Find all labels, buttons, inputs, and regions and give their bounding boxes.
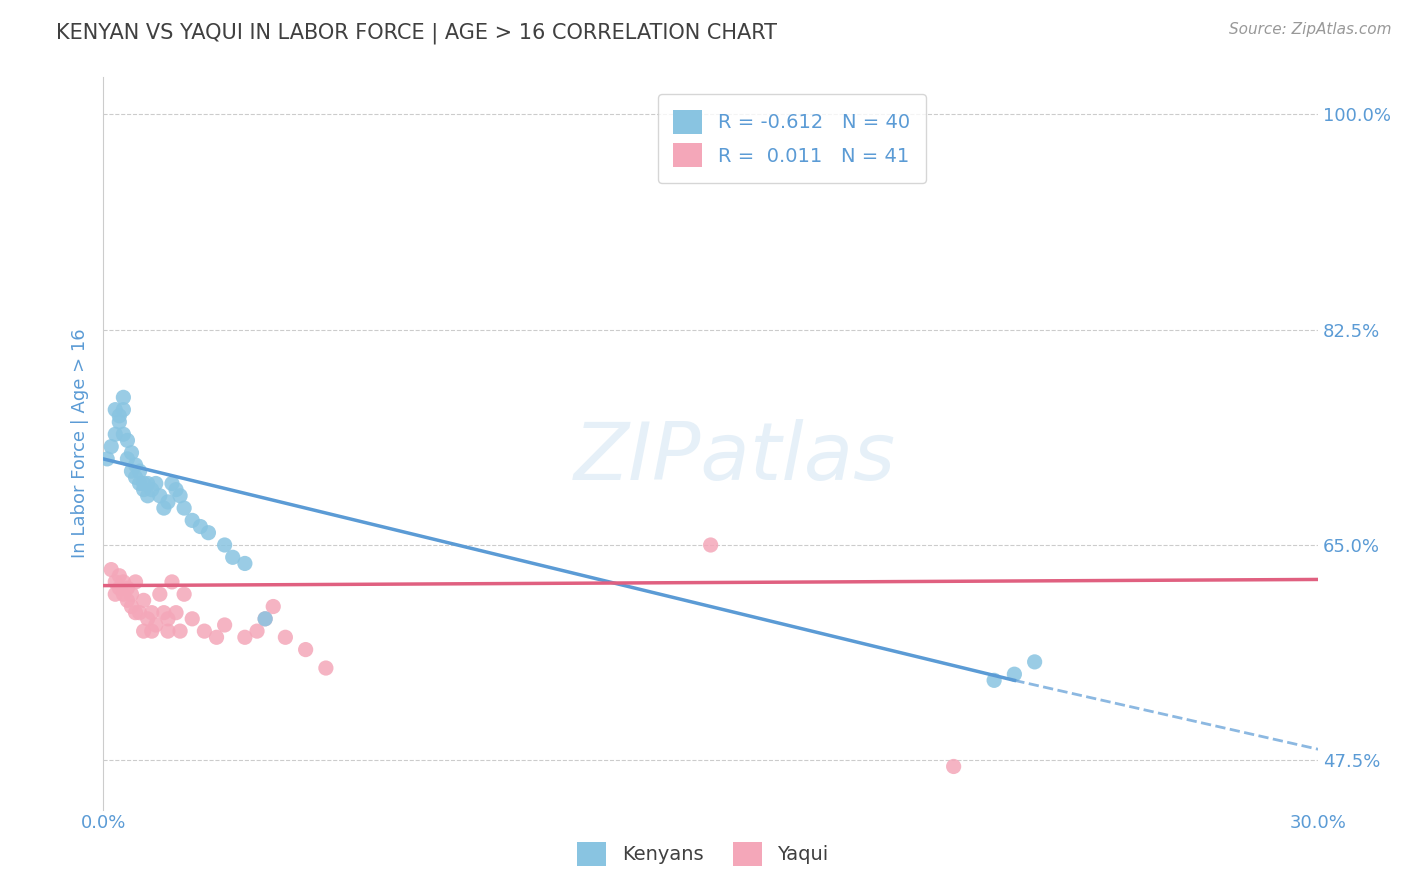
- Y-axis label: In Labor Force | Age > 16: In Labor Force | Age > 16: [72, 328, 89, 558]
- Point: [160, 574, 183, 589]
- Point: [108, 415, 131, 429]
- Point: [124, 470, 146, 484]
- Point: [214, 618, 236, 632]
- Point: [181, 513, 204, 527]
- Point: [117, 581, 139, 595]
- Point: [124, 606, 146, 620]
- Point: [108, 568, 131, 582]
- Point: [121, 587, 143, 601]
- Point: [193, 624, 215, 639]
- Text: KENYAN VS YAQUI IN LABOR FORCE | AGE > 16 CORRELATION CHART: KENYAN VS YAQUI IN LABOR FORCE | AGE > 1…: [56, 22, 778, 44]
- Point: [188, 519, 211, 533]
- Point: [141, 483, 163, 497]
- Point: [104, 427, 127, 442]
- Point: [699, 538, 721, 552]
- Point: [294, 642, 316, 657]
- Point: [1002, 667, 1025, 681]
- Point: [254, 612, 277, 626]
- Point: [145, 618, 167, 632]
- Legend: Kenyans, Yaqui: Kenyans, Yaqui: [569, 834, 837, 873]
- Point: [233, 557, 256, 571]
- Point: [112, 402, 135, 417]
- Point: [121, 599, 143, 614]
- Point: [222, 550, 245, 565]
- Point: [145, 476, 167, 491]
- Point: [117, 593, 139, 607]
- Point: [156, 612, 179, 626]
- Point: [108, 409, 131, 423]
- Point: [128, 464, 150, 478]
- Point: [124, 574, 146, 589]
- Point: [262, 599, 284, 614]
- Point: [1024, 655, 1046, 669]
- Point: [165, 483, 187, 497]
- Point: [141, 606, 163, 620]
- Point: [136, 476, 159, 491]
- Point: [112, 427, 135, 442]
- Point: [149, 587, 172, 601]
- Point: [132, 476, 155, 491]
- Point: [100, 563, 122, 577]
- Point: [136, 612, 159, 626]
- Point: [160, 476, 183, 491]
- Point: [121, 446, 143, 460]
- Point: [124, 458, 146, 472]
- Point: [100, 440, 122, 454]
- Point: [181, 612, 204, 626]
- Point: [153, 606, 176, 620]
- Point: [197, 525, 219, 540]
- Point: [96, 451, 118, 466]
- Point: [169, 624, 191, 639]
- Point: [983, 673, 1005, 688]
- Point: [104, 587, 127, 601]
- Point: [246, 624, 269, 639]
- Point: [149, 489, 172, 503]
- Point: [132, 483, 155, 497]
- Point: [108, 581, 131, 595]
- Point: [153, 501, 176, 516]
- Point: [128, 606, 150, 620]
- Point: [173, 501, 195, 516]
- Point: [254, 612, 277, 626]
- Point: [132, 593, 155, 607]
- Legend: R = -0.612   N = 40, R =  0.011   N = 41: R = -0.612 N = 40, R = 0.011 N = 41: [658, 95, 925, 183]
- Point: [214, 538, 236, 552]
- Point: [141, 624, 163, 639]
- Point: [156, 495, 179, 509]
- Text: ZIPatlas: ZIPatlas: [574, 419, 896, 497]
- Point: [136, 489, 159, 503]
- Point: [942, 759, 965, 773]
- Point: [128, 476, 150, 491]
- Point: [169, 489, 191, 503]
- Point: [132, 624, 155, 639]
- Point: [156, 624, 179, 639]
- Point: [315, 661, 337, 675]
- Point: [233, 630, 256, 644]
- Point: [274, 630, 297, 644]
- Point: [117, 451, 139, 466]
- Point: [117, 434, 139, 448]
- Point: [104, 402, 127, 417]
- Point: [112, 574, 135, 589]
- Text: Source: ZipAtlas.com: Source: ZipAtlas.com: [1229, 22, 1392, 37]
- Point: [173, 587, 195, 601]
- Point: [121, 464, 143, 478]
- Point: [112, 587, 135, 601]
- Point: [104, 574, 127, 589]
- Point: [165, 606, 187, 620]
- Point: [205, 630, 228, 644]
- Point: [112, 390, 135, 404]
